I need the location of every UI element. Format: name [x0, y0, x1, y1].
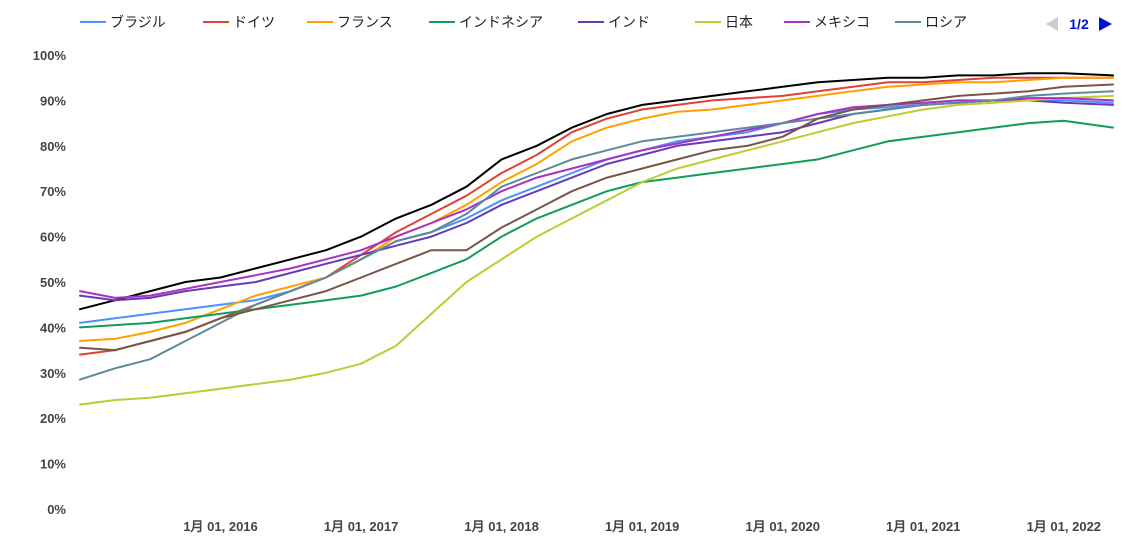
x-tick-label-6: 1月 01, 2022 — [1027, 519, 1101, 534]
legend-item-1[interactable]: ドイツ — [203, 14, 275, 30]
x-axis: 1月 01, 2016 1月 01, 2017 1月 01, 2018 1月 01, … — [183, 519, 1101, 534]
y-tick-label-6: 60% — [40, 230, 66, 245]
x-tick-label-2: 1月 01, 2018 — [464, 519, 538, 534]
legend-item-0[interactable]: ブラジル — [80, 14, 166, 30]
x-tick-label-5: 1月 01, 2021 — [886, 519, 960, 534]
pager-prev-icon[interactable] — [1046, 17, 1058, 31]
legend-item-4[interactable]: インド — [578, 14, 650, 30]
series-line-1[interactable] — [79, 99, 1114, 324]
legend-item-2[interactable]: フランス — [307, 14, 393, 30]
legend-item-5[interactable]: 日本 — [695, 14, 753, 30]
y-tick-label-7: 70% — [40, 184, 66, 199]
y-tick-label-9: 90% — [40, 93, 66, 108]
plot-area — [79, 72, 1114, 406]
legend-item-7[interactable]: ロシア — [895, 14, 967, 30]
series-line-3[interactable] — [79, 76, 1114, 342]
legend-item-3[interactable]: インドネシア — [429, 14, 543, 30]
legend-label-3: インドネシア — [459, 14, 543, 30]
legend[interactable]: ブラジル ドイツ フランス インドネシア インド 日本 メキシコ ロシア — [80, 14, 967, 30]
legend-item-6[interactable]: メキシコ — [784, 14, 870, 30]
series-line-2[interactable] — [79, 76, 1114, 356]
legend-label-5: 日本 — [725, 14, 753, 30]
series-line-0[interactable] — [79, 72, 1114, 311]
y-tick-label-5: 50% — [40, 275, 66, 290]
legend-label-0: ブラジル — [110, 14, 166, 30]
x-tick-label-4: 1月 01, 2020 — [745, 519, 819, 534]
legend-label-4: インド — [608, 14, 650, 30]
y-tick-label-2: 20% — [40, 411, 66, 426]
legend-label-2: フランス — [337, 14, 393, 30]
y-axis: 0% 10% 20% 30% 40% 50% 60% 70% 80% 90% 100% — [33, 48, 67, 517]
x-tick-label-1: 1月 01, 2017 — [324, 519, 398, 534]
series-line-8[interactable] — [79, 90, 1114, 381]
y-tick-label-8: 80% — [40, 139, 66, 154]
x-tick-label-3: 1月 01, 2019 — [605, 519, 679, 534]
series-line-5[interactable] — [79, 99, 1114, 302]
y-tick-label-4: 40% — [40, 320, 66, 335]
pager-next-icon[interactable] — [1099, 17, 1112, 31]
series-line-4[interactable] — [79, 119, 1114, 329]
pager-label: 1/2 — [1069, 16, 1089, 32]
legend-label-6: メキシコ — [814, 14, 870, 30]
legend-label-1: ドイツ — [233, 14, 275, 30]
legend-label-7: ロシア — [925, 14, 967, 30]
series-line-7[interactable] — [79, 97, 1114, 299]
y-tick-label-10: 100% — [33, 48, 67, 63]
series-line-6[interactable] — [79, 94, 1114, 406]
y-tick-label-0: 0% — [47, 502, 66, 517]
y-tick-label-1: 10% — [40, 457, 66, 472]
y-tick-label-3: 30% — [40, 366, 66, 381]
x-tick-label-0: 1月 01, 2016 — [183, 519, 257, 534]
series-line-9[interactable] — [79, 83, 1114, 352]
legend-pager[interactable]: 1/2 — [1046, 16, 1112, 32]
